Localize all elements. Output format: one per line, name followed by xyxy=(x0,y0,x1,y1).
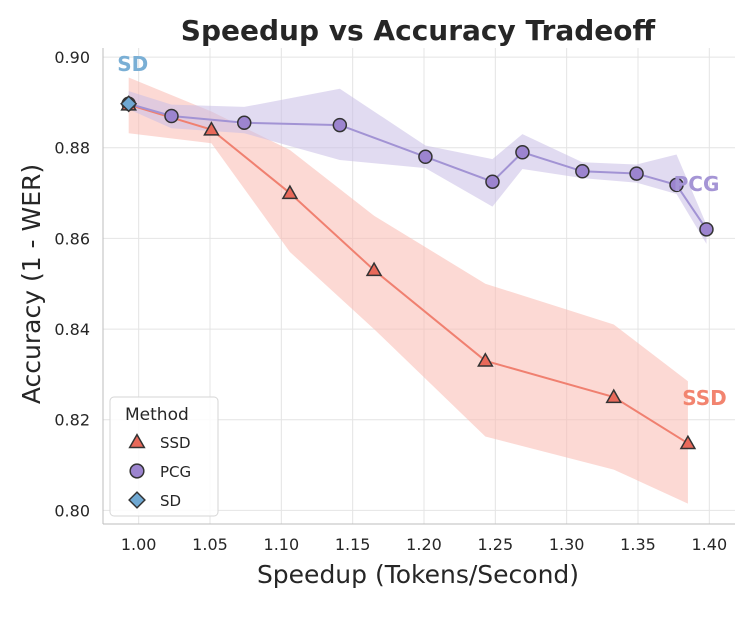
legend: Method SSD PCG SD xyxy=(109,396,219,517)
annotation-ssd: SSD xyxy=(682,386,727,410)
x-tick-label: 1.00 xyxy=(121,535,157,554)
x-tick-labels: 1.00 1.05 1.10 1.15 1.20 1.25 1.30 1.35 1.40 xyxy=(121,535,727,554)
ssd-point xyxy=(605,388,623,404)
ssd-point xyxy=(281,184,299,200)
pcg-point xyxy=(575,164,590,179)
y-tick-labels: 0.80 0.82 0.84 0.86 0.88 0.90 xyxy=(54,48,90,520)
legend-title: Method xyxy=(125,405,189,425)
pcg-point xyxy=(669,177,684,193)
legend-marker-sd xyxy=(128,491,146,509)
annotations: SD PCG SSD xyxy=(117,52,726,410)
legend-marker-ssd xyxy=(128,433,146,449)
chart-title: Speedup vs Accuracy Tradeoff xyxy=(181,14,656,47)
pcg-point xyxy=(164,108,179,124)
x-tick-label: 1.15 xyxy=(335,535,371,554)
x-tick-label: 1.20 xyxy=(406,535,442,554)
legend-label-sd: SD xyxy=(160,492,181,510)
y-tick-label: 0.80 xyxy=(54,501,90,520)
legend-label-pcg: PCG xyxy=(160,463,191,481)
pcg-point xyxy=(699,222,714,237)
legend-label-ssd: SSD xyxy=(160,434,191,452)
pcg-point xyxy=(418,149,433,165)
y-tick-label: 0.82 xyxy=(54,411,90,430)
legend-marker-pcg xyxy=(129,463,145,479)
x-tick-label: 1.30 xyxy=(549,535,585,554)
pcg-point xyxy=(332,117,348,133)
pcg-point xyxy=(485,174,500,189)
y-axis-label: Accuracy (1 - WER) xyxy=(17,164,46,404)
y-tick-label: 0.86 xyxy=(54,229,90,248)
x-tick-label: 1.10 xyxy=(264,535,300,554)
series-markers xyxy=(120,95,714,450)
ssd-point xyxy=(365,261,383,277)
y-tick-label: 0.88 xyxy=(54,139,90,158)
ssd-point xyxy=(477,352,494,367)
pcg-point xyxy=(629,166,644,181)
y-tick-label: 0.90 xyxy=(54,48,90,67)
annotation-pcg: PCG xyxy=(674,172,720,196)
y-tick-label: 0.84 xyxy=(54,320,90,339)
legend-box xyxy=(109,396,219,517)
pcg-point xyxy=(515,145,530,160)
pcg-point xyxy=(236,115,252,131)
x-tick-label: 1.35 xyxy=(620,535,656,554)
x-tick-label: 1.40 xyxy=(692,535,728,554)
band-ssd xyxy=(128,77,688,504)
ssd-point xyxy=(203,121,220,136)
x-tick-label: 1.05 xyxy=(192,535,228,554)
x-axis-label: Speedup (Tokens/Second) xyxy=(257,560,579,589)
x-tick-label: 1.25 xyxy=(478,535,514,554)
sd-point xyxy=(120,95,138,113)
band-pcg xyxy=(128,88,707,244)
confidence-bands xyxy=(128,77,707,504)
axes xyxy=(102,48,735,525)
annotation-sd: SD xyxy=(117,52,148,76)
ssd-point xyxy=(679,434,697,450)
